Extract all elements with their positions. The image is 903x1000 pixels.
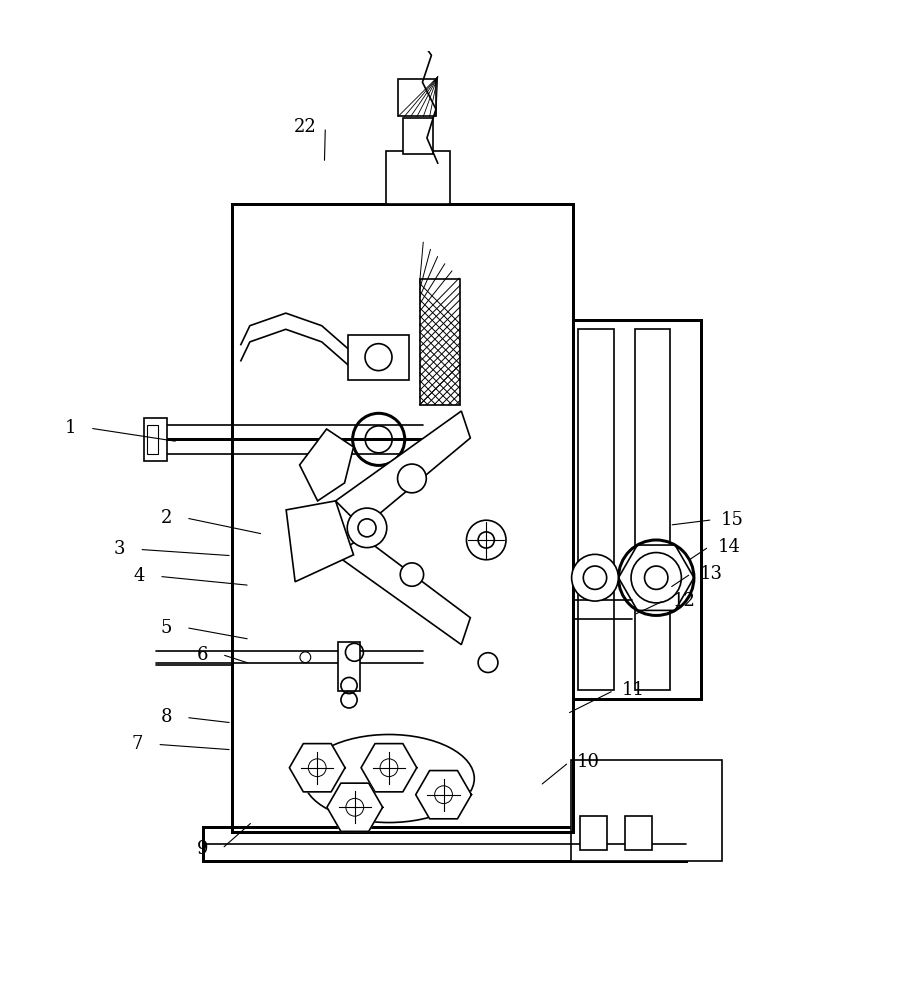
Text: 22: 22 xyxy=(293,118,317,136)
Bar xyxy=(402,118,433,154)
Text: 5: 5 xyxy=(161,619,172,637)
Bar xyxy=(144,418,167,461)
Bar xyxy=(580,816,607,850)
Text: 1: 1 xyxy=(64,419,76,437)
Bar xyxy=(338,642,359,691)
Bar xyxy=(625,816,652,850)
Text: 14: 14 xyxy=(716,538,740,556)
Circle shape xyxy=(347,508,386,548)
Bar xyxy=(634,329,669,690)
Text: 7: 7 xyxy=(132,735,143,753)
Bar xyxy=(397,79,435,116)
Polygon shape xyxy=(360,744,416,792)
Bar xyxy=(419,279,460,405)
Text: 11: 11 xyxy=(621,681,644,699)
Circle shape xyxy=(571,554,618,601)
Text: 15: 15 xyxy=(720,511,743,529)
Circle shape xyxy=(478,653,498,673)
Polygon shape xyxy=(618,545,694,610)
Polygon shape xyxy=(299,429,353,501)
Text: 4: 4 xyxy=(134,567,144,585)
Circle shape xyxy=(400,563,424,586)
Circle shape xyxy=(397,464,426,493)
Bar xyxy=(348,335,408,380)
Text: 9: 9 xyxy=(196,840,208,858)
Text: 12: 12 xyxy=(672,592,694,610)
Text: 10: 10 xyxy=(576,753,600,771)
Polygon shape xyxy=(286,501,353,582)
Text: 8: 8 xyxy=(161,708,172,726)
Polygon shape xyxy=(335,411,470,528)
Text: 13: 13 xyxy=(699,565,721,583)
Bar xyxy=(571,760,721,861)
Polygon shape xyxy=(327,783,382,831)
Bar xyxy=(577,329,613,690)
Polygon shape xyxy=(415,771,470,819)
Text: 6: 6 xyxy=(196,646,208,664)
Bar xyxy=(203,827,685,861)
Bar xyxy=(386,151,450,204)
Bar xyxy=(573,320,700,699)
Bar xyxy=(146,425,158,454)
Polygon shape xyxy=(289,744,345,792)
Polygon shape xyxy=(335,537,470,645)
Text: 2: 2 xyxy=(161,509,172,527)
Text: 3: 3 xyxy=(114,540,126,558)
Bar xyxy=(232,204,573,832)
Circle shape xyxy=(466,520,506,560)
